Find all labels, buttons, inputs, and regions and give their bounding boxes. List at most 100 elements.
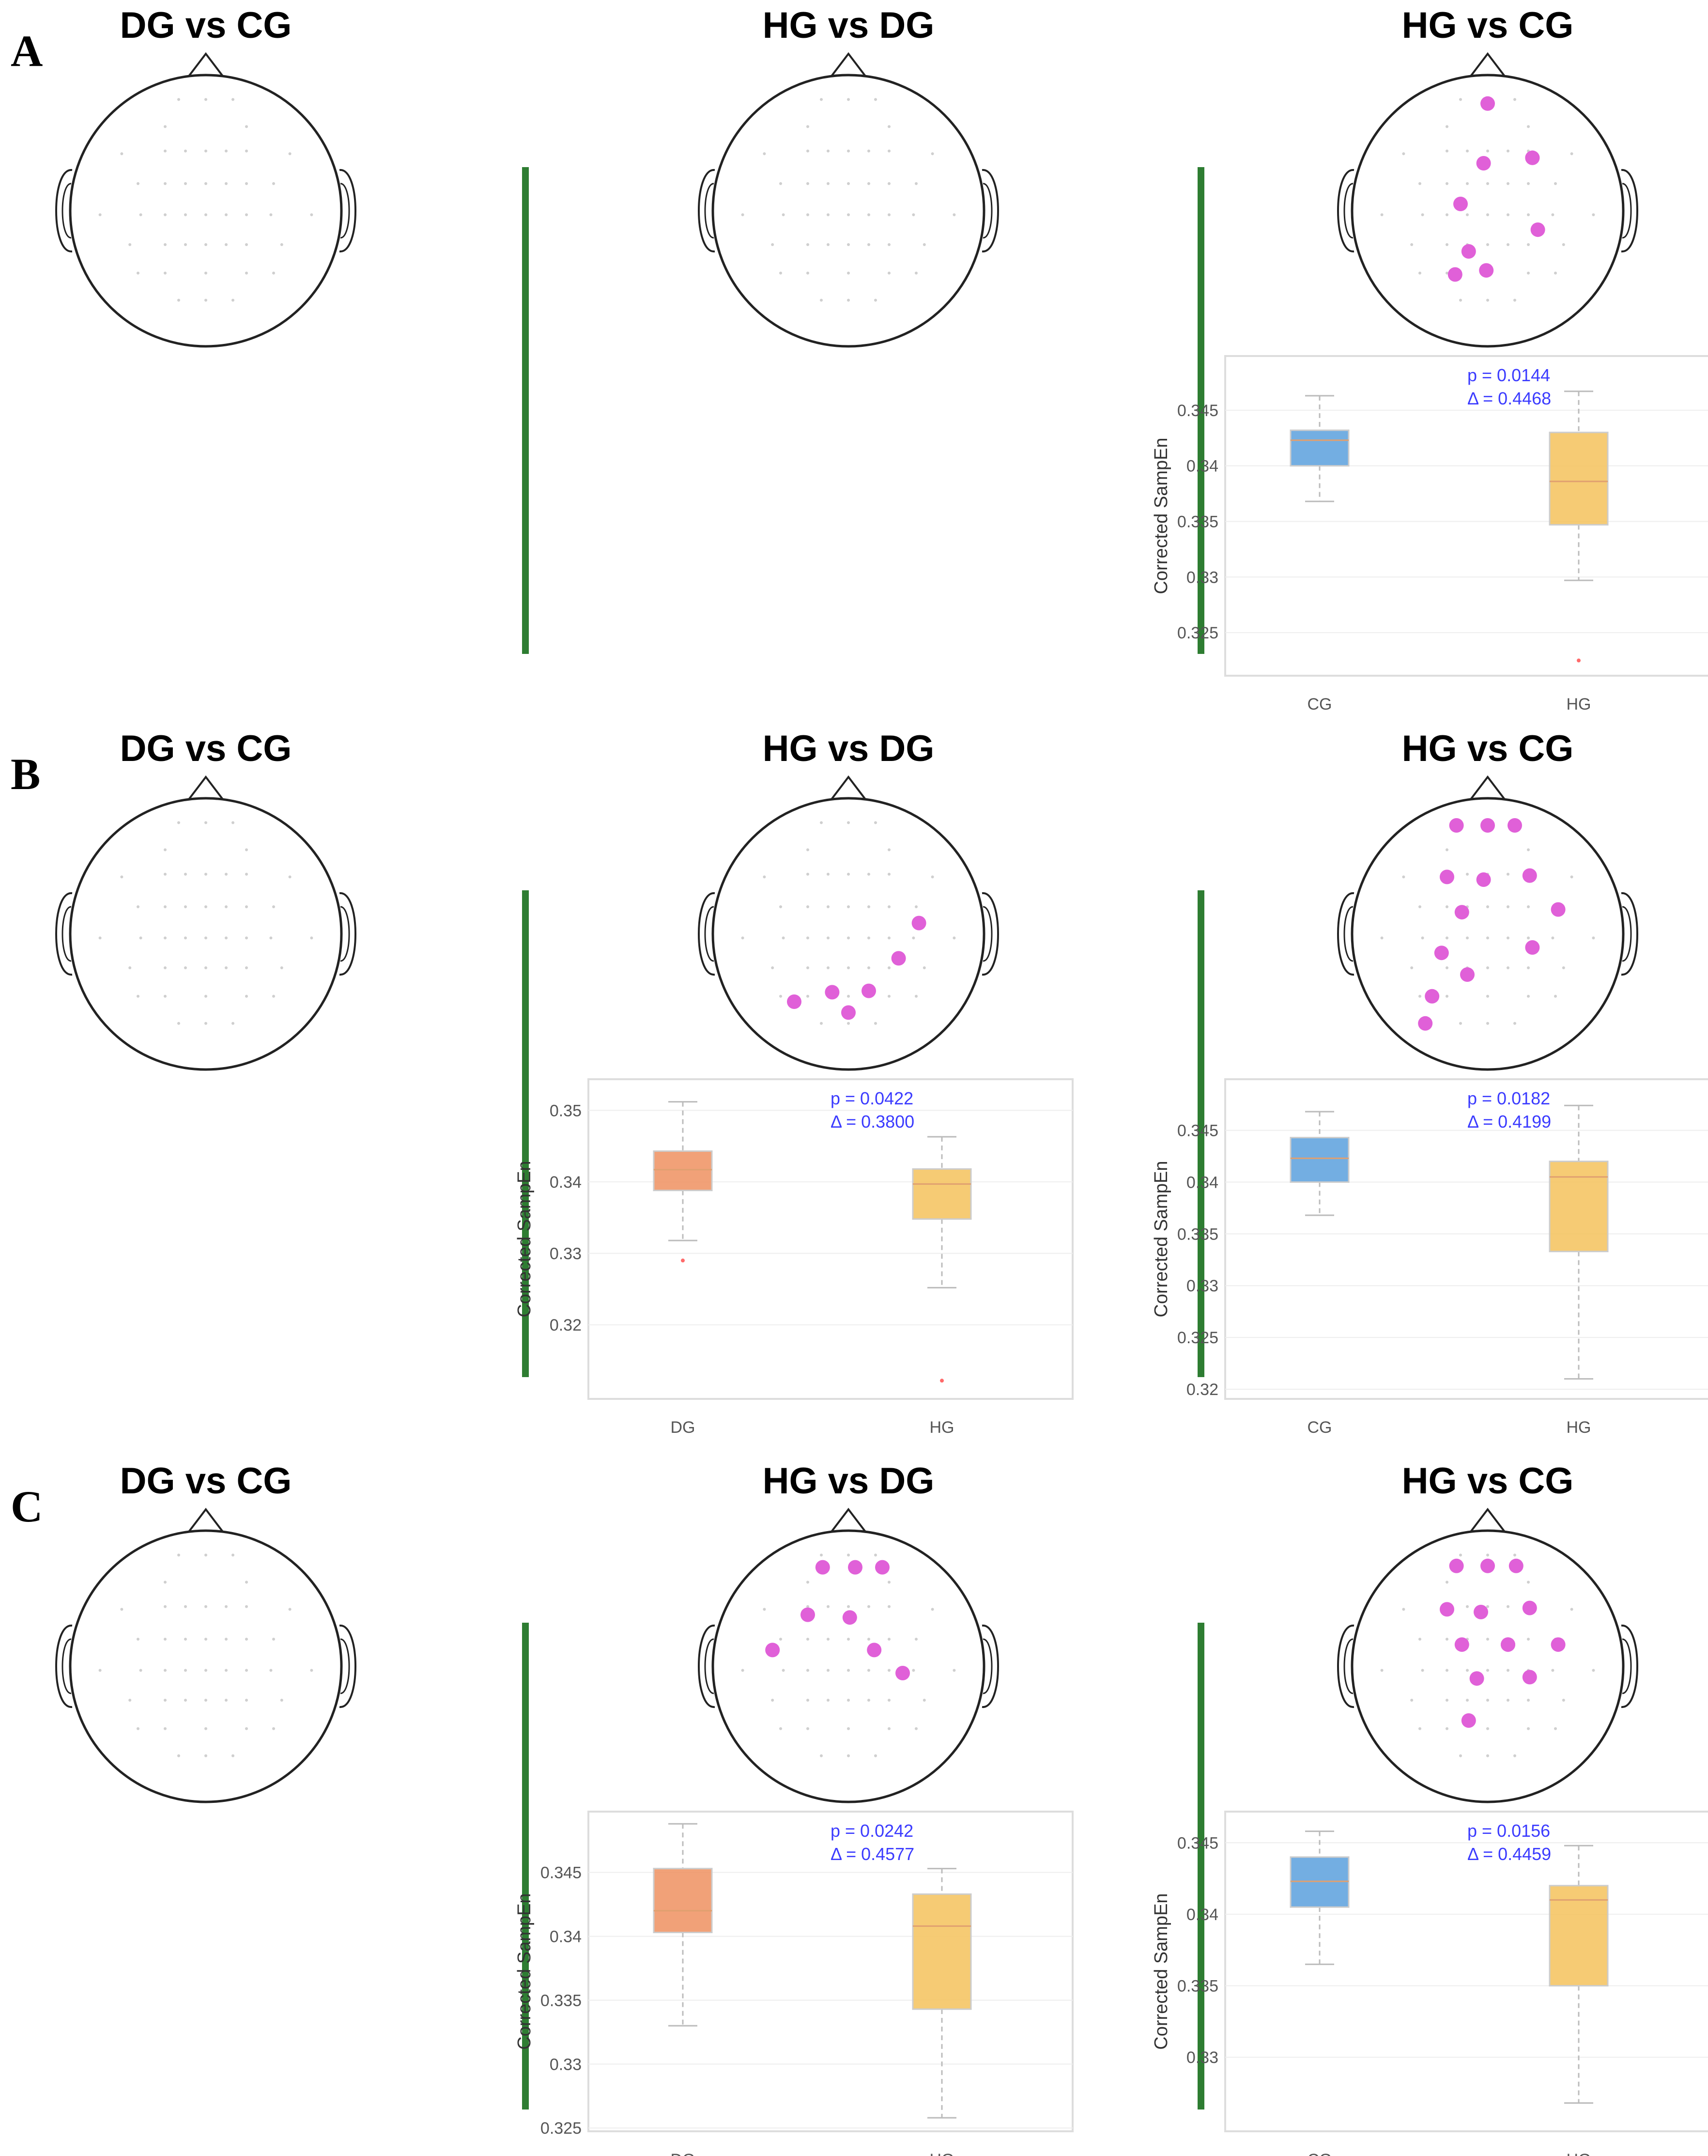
electrode-site	[888, 1669, 891, 1672]
electrode-site	[245, 848, 248, 852]
electrode-site	[245, 936, 248, 940]
boxplot-frame	[1224, 1078, 1708, 1400]
electrode-site	[245, 1581, 248, 1584]
electrode-site	[782, 1669, 785, 1672]
electrode-site	[806, 271, 809, 275]
electrode-site	[847, 298, 850, 302]
electrode-grid	[741, 821, 956, 1025]
electrode-site	[779, 905, 782, 908]
left-ear-inner-icon	[704, 1638, 714, 1694]
electrode-site	[1527, 905, 1530, 908]
electrode-site	[204, 966, 207, 969]
right-ear-inner-icon	[983, 183, 993, 239]
right-ear-icon	[982, 169, 999, 253]
electrode-site	[1507, 243, 1509, 246]
left-ear-inner-icon	[1343, 906, 1354, 962]
electrode-site	[806, 1727, 809, 1730]
box-dg	[653, 1101, 713, 1263]
electrode-site	[1562, 966, 1565, 969]
electrode-site	[771, 966, 774, 969]
left-ear-icon	[1337, 169, 1354, 253]
x-tick-label: HG	[1567, 2151, 1591, 2156]
electrode-site	[1592, 1669, 1595, 1672]
electrode-site	[1380, 213, 1384, 217]
electrode-site	[1507, 149, 1509, 153]
panel-title: HG vs CG	[1402, 5, 1574, 46]
effect-size-label: Δ = 0.4577	[831, 1844, 914, 1864]
electrode-grid	[741, 1553, 956, 1757]
electrode-site	[288, 875, 292, 879]
nose-icon	[1468, 52, 1507, 79]
electrode-site	[820, 1754, 823, 1757]
electrode-site	[204, 821, 207, 824]
significant-electrode	[1525, 150, 1540, 165]
nose-icon	[1468, 775, 1507, 802]
significant-electrode	[1480, 1558, 1495, 1573]
electrode-site	[1446, 994, 1448, 998]
electrode-site	[184, 1638, 187, 1641]
electrode-site	[1446, 966, 1448, 969]
electrode-site	[1486, 213, 1489, 217]
left-ear-inner-icon	[704, 906, 714, 962]
p-value-label: p = 0.0144	[1467, 365, 1550, 385]
electrode-grid	[98, 821, 313, 1025]
electrode-site	[953, 1669, 956, 1672]
electrode-grid	[741, 98, 956, 302]
electrode-site	[867, 182, 870, 185]
panel-1-1: HG vs DG 0.32 0.33 0.34 0.35 Corrected SampEn…	[514, 728, 1074, 1437]
x-tick-label: DG	[671, 2151, 695, 2156]
electrode-site	[923, 1699, 926, 1702]
x-tick-label: HG	[930, 1418, 954, 1437]
outlier-point	[940, 1379, 944, 1383]
electrode-site	[847, 821, 850, 824]
electrode-site	[847, 872, 850, 876]
electrode-site	[1466, 936, 1469, 940]
outlier-point	[1577, 658, 1581, 663]
electrode-site	[847, 149, 850, 153]
right-ear-icon	[1621, 892, 1638, 976]
electrode-site	[923, 966, 926, 969]
electrode-site	[1459, 298, 1462, 302]
electrode-site	[1466, 182, 1469, 185]
electrode-site	[1459, 1754, 1462, 1757]
left-ear-icon	[1337, 892, 1354, 976]
panel-2-1: HG vs DG 0.325 0.33 0.335 0.34 0.345 Corrected…	[514, 1460, 1074, 2156]
electrode-site	[1554, 182, 1557, 185]
significant-electrode	[867, 1643, 882, 1658]
effect-size-label: Δ = 0.4468	[1467, 388, 1551, 408]
electrode-site	[1418, 905, 1421, 908]
x-tick-label: HG	[1567, 695, 1591, 713]
y-axis-label: Corrected SampEn	[1151, 1893, 1171, 2049]
electrode-site	[953, 936, 956, 940]
electrode-site	[888, 905, 891, 908]
electrode-site	[204, 98, 207, 101]
electrode-site	[184, 905, 187, 908]
electrode-site	[231, 1754, 234, 1757]
electrode-site	[888, 872, 891, 876]
electrode-site	[1551, 936, 1554, 940]
electrode-site	[1486, 1605, 1489, 1608]
electrode-site	[269, 1669, 273, 1672]
panel-1-0: DG vs CG	[55, 728, 356, 1071]
electrode-site	[1418, 1638, 1421, 1641]
electrode-site	[310, 936, 313, 940]
electrode-site	[874, 1553, 877, 1557]
electrode-site	[225, 1669, 228, 1672]
electrode-site	[225, 182, 228, 185]
electrode-site	[771, 1699, 774, 1702]
electrode-site	[310, 1669, 313, 1672]
electrode-site	[164, 966, 167, 969]
left-ear-icon	[698, 169, 715, 253]
y-axis-label: Corrected SampEn	[514, 1893, 535, 2049]
electrode-site	[1486, 298, 1489, 302]
electrode-site	[1592, 213, 1595, 217]
electrode-site	[806, 1581, 809, 1584]
electrode-site	[874, 98, 877, 101]
electrode-site	[847, 1754, 850, 1757]
box-hg	[912, 1136, 972, 1383]
electrode-site	[1402, 152, 1405, 155]
electrode-site	[827, 1638, 830, 1641]
nose-icon	[186, 775, 225, 802]
left-ear-inner-icon	[62, 1638, 72, 1694]
electrode-site	[225, 872, 228, 876]
